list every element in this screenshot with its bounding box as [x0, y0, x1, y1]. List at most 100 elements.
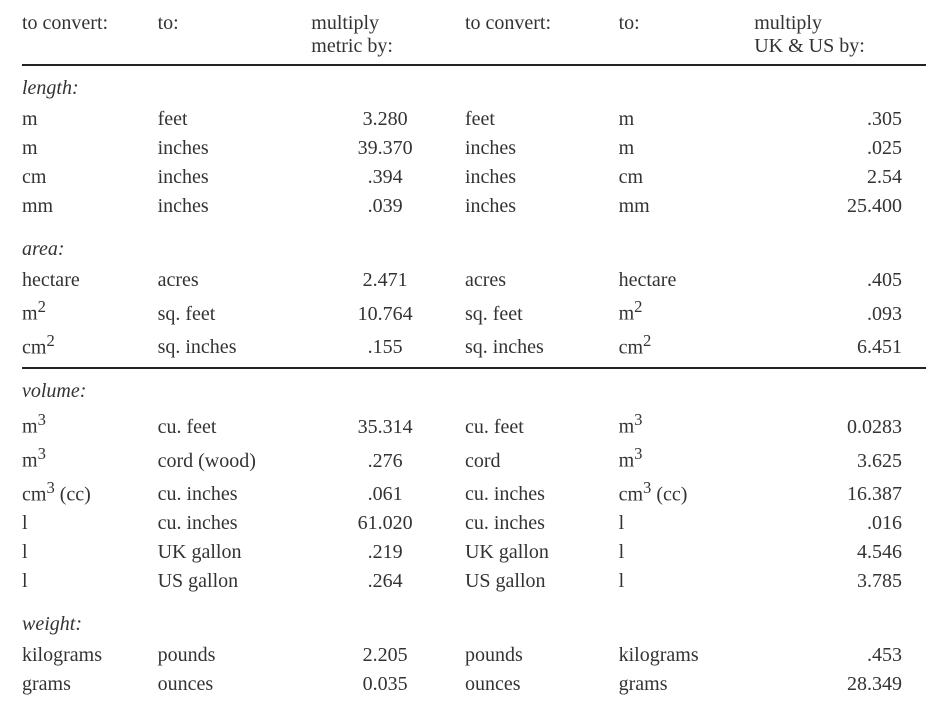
table-row: m2sq. feet10.764sq. feetm2.093 [22, 295, 926, 329]
table-row: minches39.370inchesm.025 [22, 134, 926, 163]
cell-m_factor: 0.035 [311, 670, 465, 699]
cell-m_factor: 35.314 [311, 408, 465, 442]
cell-i_to: m3 [619, 408, 755, 442]
col-header: to: [619, 8, 755, 65]
cell-i_from: cu. inches [465, 476, 619, 510]
cell-i_from: cu. feet [465, 408, 619, 442]
cell-i_factor: 6.451 [754, 329, 926, 363]
cell-i_to: l [619, 509, 755, 538]
cell-m_factor: .394 [311, 163, 465, 192]
col-header: multiplymetric by: [311, 8, 465, 65]
cell-i_from: sq. feet [465, 295, 619, 329]
cell-i_factor: .025 [754, 134, 926, 163]
cell-i_from: cord [465, 442, 619, 476]
cell-i_from: sq. inches [465, 329, 619, 363]
cell-i_factor: 3.785 [754, 567, 926, 596]
col-header: multiplyUK & US by: [754, 8, 926, 65]
cell-i_from: acres [465, 266, 619, 295]
cell-m_to: inches [158, 134, 312, 163]
cell-m_factor: 10.764 [311, 295, 465, 329]
cell-m_to: sq. inches [158, 329, 312, 363]
cell-m_factor: .155 [311, 329, 465, 363]
cell-m_from: m3 [22, 442, 158, 476]
cell-i_factor: .093 [754, 295, 926, 329]
cell-i_from: inches [465, 134, 619, 163]
table-row: mfeet3.280feetm.305 [22, 105, 926, 134]
cell-i_to: l [619, 567, 755, 596]
table-row: cm3 (cc)cu. inches.061cu. inchescm3 (cc)… [22, 476, 926, 510]
cell-m_factor: .264 [311, 567, 465, 596]
cell-m_from: cm [22, 163, 158, 192]
cell-m_to: US gallon [158, 567, 312, 596]
cell-m_from: grams [22, 670, 158, 699]
table-row: m3cord (wood).276cordm33.625 [22, 442, 926, 476]
cell-i_to: cm2 [619, 329, 755, 363]
cell-i_from: cu. inches [465, 509, 619, 538]
table-row: lUK gallon.219UK gallonl4.546 [22, 538, 926, 567]
table-row: cminches.394inchescm2.54 [22, 163, 926, 192]
cell-i_to: kilograms [619, 641, 755, 670]
cell-i_to: l [619, 538, 755, 567]
cell-i_to: mm [619, 192, 755, 221]
cell-m_to: ounces [158, 670, 312, 699]
cell-m_to: UK gallon [158, 538, 312, 567]
cell-i_factor: 4.546 [754, 538, 926, 567]
cell-m_factor: 2.471 [311, 266, 465, 295]
cell-i_factor: .453 [754, 641, 926, 670]
cell-i_factor: 3.625 [754, 442, 926, 476]
cell-i_from: pounds [465, 641, 619, 670]
col-header: to convert: [22, 8, 158, 65]
section-title: length: [22, 66, 926, 105]
section-title: weight: [22, 602, 926, 641]
table-row: m3cu. feet35.314cu. feetm30.0283 [22, 408, 926, 442]
table-row: lcu. inches61.020cu. inchesl.016 [22, 509, 926, 538]
cell-i_from: ounces [465, 670, 619, 699]
cell-m_to: cu. feet [158, 408, 312, 442]
cell-i_factor: .305 [754, 105, 926, 134]
cell-m_factor: 3.280 [311, 105, 465, 134]
cell-i_to: cm [619, 163, 755, 192]
cell-m_from: l [22, 567, 158, 596]
cell-m_to: cord (wood) [158, 442, 312, 476]
cell-m_factor: .219 [311, 538, 465, 567]
cell-m_factor: 39.370 [311, 134, 465, 163]
table-row: hectareacres2.471acreshectare.405 [22, 266, 926, 295]
cell-m_from: m [22, 105, 158, 134]
table-row: kilogramspounds2.205poundskilograms.453 [22, 641, 926, 670]
table-row: gramsounces0.035ouncesgrams28.349 [22, 670, 926, 699]
cell-i_from: inches [465, 192, 619, 221]
cell-i_to: grams [619, 670, 755, 699]
cell-m_factor: 61.020 [311, 509, 465, 538]
cell-m_from: m2 [22, 295, 158, 329]
table-row: mminches.039inchesmm25.400 [22, 192, 926, 221]
cell-m_factor: .039 [311, 192, 465, 221]
col-header: to convert: [465, 8, 619, 65]
cell-i_to: hectare [619, 266, 755, 295]
cell-m_to: cu. inches [158, 509, 312, 538]
cell-m_from: kilograms [22, 641, 158, 670]
cell-i_to: cm3 (cc) [619, 476, 755, 510]
col-header: to: [158, 8, 312, 65]
cell-m_to: inches [158, 192, 312, 221]
cell-m_to: acres [158, 266, 312, 295]
cell-i_factor: 0.0283 [754, 408, 926, 442]
cell-m_factor: .276 [311, 442, 465, 476]
cell-i_factor: 25.400 [754, 192, 926, 221]
cell-m_from: hectare [22, 266, 158, 295]
cell-i_factor: 2.54 [754, 163, 926, 192]
cell-i_to: m3 [619, 442, 755, 476]
cell-m_from: cm2 [22, 329, 158, 363]
cell-m_to: pounds [158, 641, 312, 670]
cell-m_factor: 2.205 [311, 641, 465, 670]
section-title: volume: [22, 369, 926, 408]
table-body: length:mfeet3.280feetm.305minches39.370i… [22, 65, 926, 705]
cell-m_from: m3 [22, 408, 158, 442]
cell-m_to: sq. feet [158, 295, 312, 329]
cell-m_from: mm [22, 192, 158, 221]
cell-i_from: feet [465, 105, 619, 134]
section-title: area: [22, 227, 926, 266]
cell-i_factor: 16.387 [754, 476, 926, 510]
cell-i_factor: .405 [754, 266, 926, 295]
table-row: cm2sq. inches.155sq. inchescm26.451 [22, 329, 926, 363]
cell-i_to: m [619, 105, 755, 134]
